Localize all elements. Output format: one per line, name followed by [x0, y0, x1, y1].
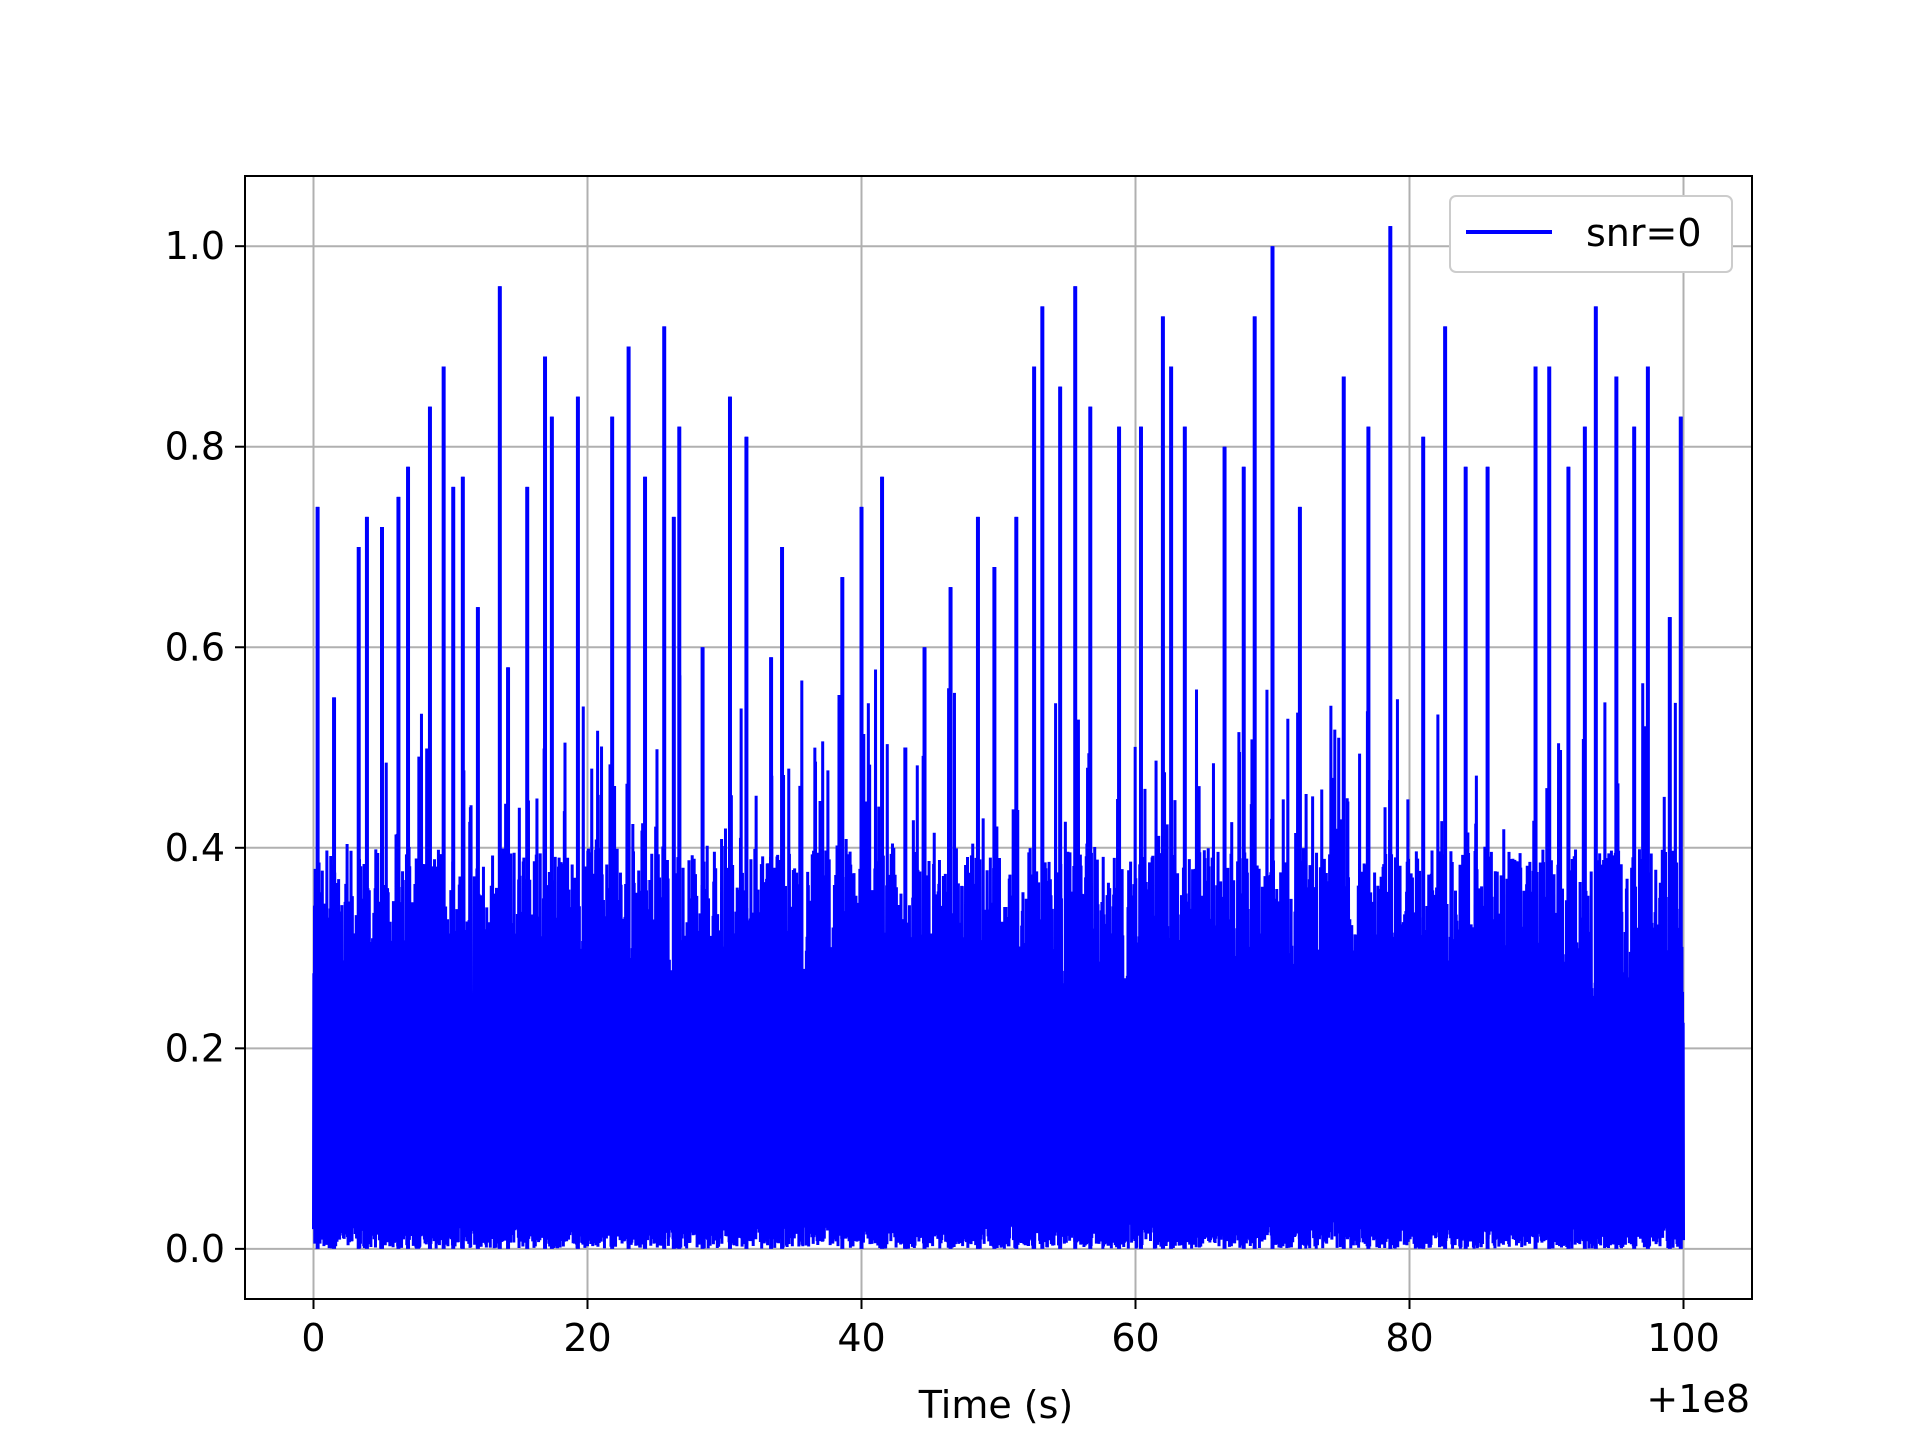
y-tick-label: 0.6: [165, 625, 225, 669]
legend-box: [1449, 195, 1733, 273]
x-tick-label: 20: [563, 1316, 611, 1360]
plot-frame: [244, 175, 1753, 1300]
y-tick-label: 0.8: [165, 425, 225, 469]
y-tick-label: 1.0: [165, 224, 225, 268]
y-tick-label: 0.2: [165, 1026, 225, 1070]
y-tick-label: 0.4: [165, 826, 225, 870]
x-tick-label: 60: [1111, 1316, 1159, 1360]
x-tick-label: 0: [301, 1316, 325, 1360]
axis-ticks: 0 20 40 60 80 100 0.0 0.2 0.4 0.6 0.8 1.0: [165, 224, 1720, 1360]
x-tick-label: 100: [1647, 1316, 1720, 1360]
x-tick-label: 40: [837, 1316, 885, 1360]
legend: snr=0: [1449, 195, 1733, 273]
series-snr0: [312, 226, 1685, 1249]
x-axis-label: Time (s): [918, 1383, 1074, 1427]
legend-label-snr0: snr=0: [1586, 211, 1702, 255]
y-tick-label: 0.0: [165, 1227, 225, 1271]
x-offset-label: +1e8: [1646, 1377, 1750, 1421]
series-line-snr0: [312, 226, 1685, 1249]
x-tick-label: 80: [1385, 1316, 1433, 1360]
